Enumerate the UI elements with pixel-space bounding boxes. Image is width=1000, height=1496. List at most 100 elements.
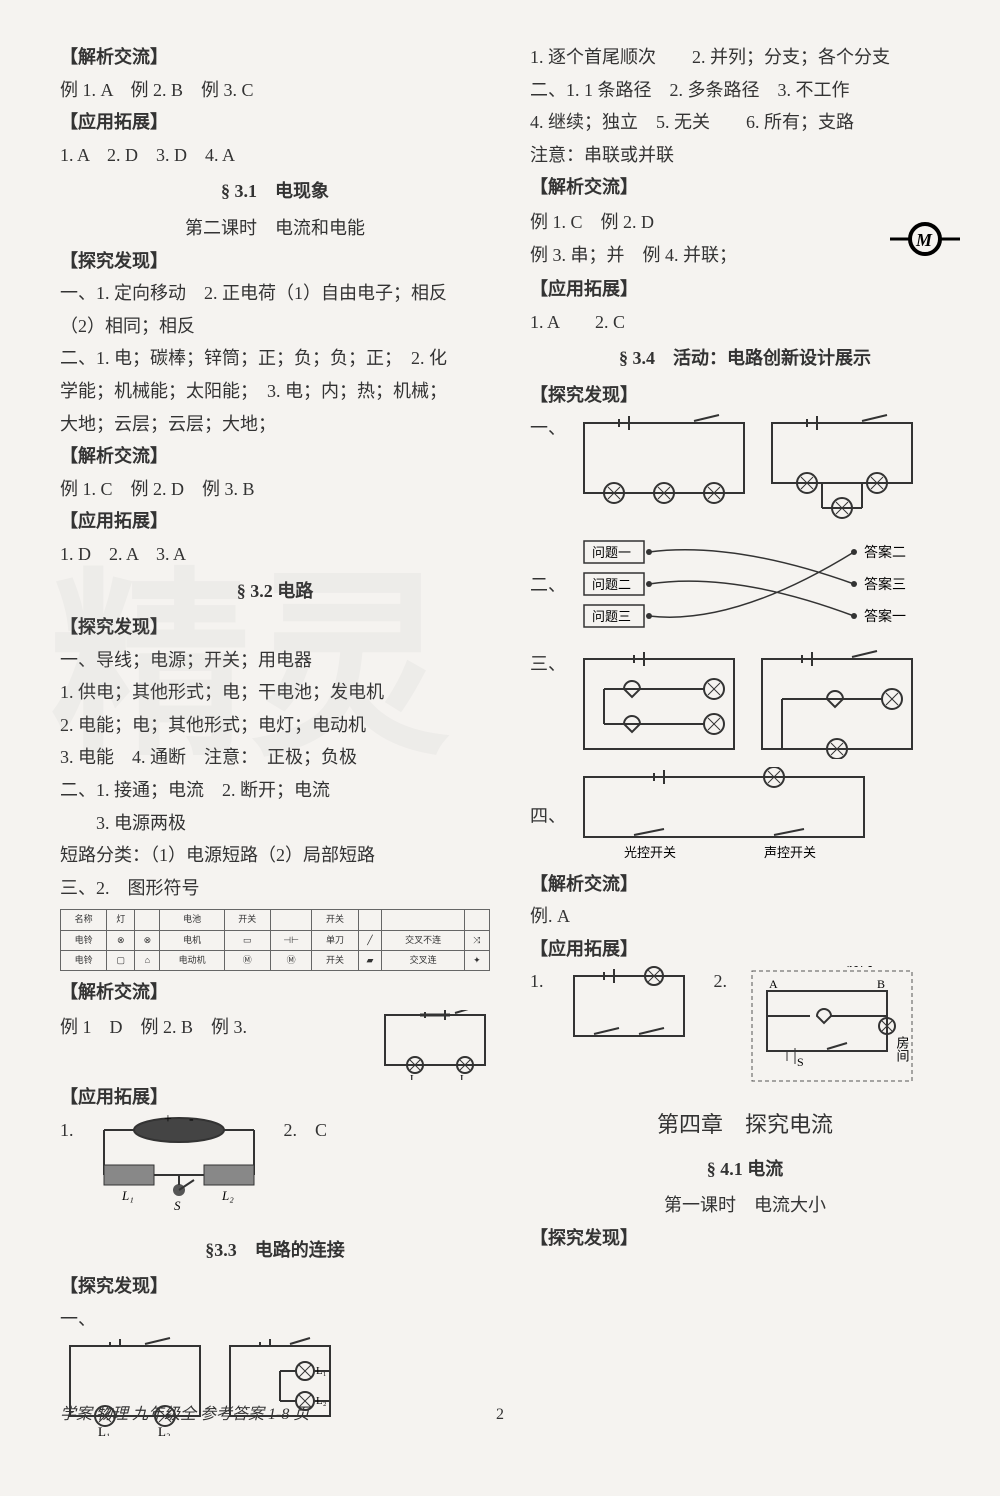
heading-tanjiu-34: 【探究发现】 (530, 380, 960, 411)
svg-text:L₁: L₁ (410, 1073, 421, 1080)
circuit-panel3a-icon (574, 649, 744, 759)
circuit-panel1a-icon (574, 413, 754, 513)
svg-text:M: M (915, 230, 933, 250)
svg-text:-: - (189, 1115, 194, 1127)
svg-text:L₂: L₂ (460, 1073, 471, 1080)
s32-l3: 2. 电能；电；其他形式；电灯；电动机 (60, 710, 490, 741)
heading-app-31: 【应用拓展】 (60, 506, 490, 537)
r-l4: 注意：串联或并联 (530, 140, 960, 171)
panel-three-label: 三、 (530, 649, 566, 680)
r-l1: 1. 逐个首尾顺次 2. 并列；分支；各个分支 (530, 42, 960, 73)
section-3-3-title: §3.3 电路的连接 (60, 1235, 490, 1266)
svg-text:房门: 房门 (847, 966, 873, 969)
svg-text:问题二: 问题二 (592, 577, 631, 592)
heading-tanjiu-33: 【探究发现】 (60, 1271, 490, 1302)
table-row: 电铃⊗⊗电机▭⊣⊢单刀╱交叉不连⤨ (61, 930, 490, 950)
panel-two-label: 二、 (530, 570, 566, 601)
r-ex1: 例 1. C 例 2. D (530, 207, 880, 238)
svg-text:光控开关: 光控开关 (624, 845, 676, 860)
s33-l1: 一、 (60, 1304, 490, 1335)
svg-text:声控开关: 声控开关 (764, 845, 816, 860)
heading-tanjiu-31: 【探究发现】 (60, 246, 490, 277)
panel-one-label: 一、 (530, 413, 566, 444)
s31-ex: 例 1. C 例 2. D 例 3. B (60, 474, 490, 505)
heading-jiexi-32: 【解析交流】 (60, 977, 490, 1008)
circuit-ex3-icon: L₁ L₂ (380, 1010, 490, 1080)
svg-text:L₁: L₁ (121, 1188, 134, 1203)
app-1: 1. A 2. D 3. D 4. A (60, 140, 490, 171)
heading-tanjiu-32: 【探究发现】 (60, 612, 490, 643)
heading-tanjiu-41: 【探究发现】 (530, 1223, 960, 1254)
svg-text:A: A (769, 977, 778, 991)
svg-text:答案二: 答案二 (864, 544, 906, 561)
circuit-panel4-icon: 光控开关 声控开关 (574, 767, 874, 867)
page-footer: 学案 物理 九年级全 参考答案 1-8 页 (60, 1401, 309, 1428)
s31-l2: （2）相同；相反 (60, 311, 490, 342)
r-l2: 二、1. 1 条路径 2. 多条路径 3. 不工作 (530, 75, 960, 106)
heading-app-r2: 【应用拓展】 (530, 934, 960, 965)
s32-l4: 3. 电能 4. 通断 注意： 正极；负极 (60, 742, 490, 773)
circuit-app2-1-icon (564, 966, 694, 1056)
heading-app-r1: 【应用拓展】 (530, 274, 960, 305)
section-4-1-title: § 4.1 电流 (530, 1154, 960, 1185)
svg-text:房间: 房间 (895, 1036, 910, 1063)
svg-text:L₂: L₂ (316, 1395, 327, 1407)
examples-1: 例 1. A 例 2. B 例 3. C (60, 75, 490, 106)
circuit-app2-2-icon: 房门 房间 A B S (747, 966, 917, 1086)
svg-text:L₁: L₁ (316, 1365, 327, 1377)
r-app2-2-label: 2. (714, 966, 728, 997)
r-ex2: 例 3. 串；并 例 4. 并联； (530, 240, 880, 271)
s32-l8: 三、2. 图形符号 (60, 873, 490, 904)
s31-app: 1. D 2. A 3. A (60, 539, 490, 570)
s32-l6: 3. 电源两极 (60, 808, 490, 839)
circuit-panel3b-icon (752, 649, 922, 759)
s31-l1: 一、1. 定向移动 2. 正电荷（1）自由电子；相反 (60, 278, 490, 309)
s31-l5: 大地；云层；云层；大地； (60, 409, 490, 440)
heading-app-32: 【应用拓展】 (60, 1082, 490, 1113)
section-3-1-sub: 第二课时 电流和电能 (60, 213, 490, 244)
s32-ex: 例 1 D 例 2. B 例 3. (60, 1012, 370, 1043)
circuit-panel1b-icon (762, 413, 922, 523)
s32-l7: 短路分类：（1）电源短路（2）局部短路 (60, 840, 490, 871)
svg-text:答案三: 答案三 (864, 576, 906, 593)
svg-text:问题一: 问题一 (592, 545, 631, 560)
app-1-label: 1. (60, 1115, 74, 1146)
s32-l5: 二、1. 接通；电流 2. 断开；电流 (60, 775, 490, 806)
r-l3: 4. 继续；独立 5. 无关 6. 所有；支路 (530, 107, 960, 138)
r-ex3: 例. A (530, 901, 960, 932)
app-2-label: 2. C (284, 1115, 328, 1146)
heading-jiexi-31: 【解析交流】 (60, 441, 490, 472)
r-app2-1-label: 1. (530, 966, 544, 997)
panel-four-label: 四、 (530, 801, 566, 832)
symbol-table: 名称灯电池开关开关 电铃⊗⊗电机▭⊣⊢单刀╱交叉不连⤨ 电铃▢⌂电动机ⓂⓂ开关▰… (60, 909, 490, 971)
svg-text:问题三: 问题三 (592, 609, 631, 624)
section-3-1-title: § 3.1 电现象 (60, 176, 490, 207)
page-number: 2 (496, 1401, 504, 1428)
chapter-4-title: 第四章 探究电流 (530, 1106, 960, 1143)
right-column: 1. 逐个首尾顺次 2. 并列；分支；各个分支 二、1. 1 条路径 2. 多条… (530, 40, 960, 1436)
heading-jiexi-r2: 【解析交流】 (530, 869, 960, 900)
section-3-2-title: § 3.2 电路 (60, 576, 490, 607)
heading-app: 【应用拓展】 (60, 107, 490, 138)
matching-panel-icon: 问题一 问题二 问题三 答案二 答案三 答案一 (574, 531, 934, 641)
s31-l3: 二、1. 电；碳棒；锌筒；正；负；负；正； 2. 化 (60, 343, 490, 374)
circuit-app1-icon: + - L₁ L₂ S (94, 1115, 264, 1215)
table-row: 名称灯电池开关开关 (61, 910, 490, 930)
heading-jiexi-r1: 【解析交流】 (530, 172, 960, 203)
left-column: 【解析交流】 例 1. A 例 2. B 例 3. C 【应用拓展】 1. A … (60, 40, 490, 1436)
svg-text:B: B (877, 977, 885, 991)
s32-l2: 1. 供电；其他形式；电；干电池；发电机 (60, 677, 490, 708)
page-columns: 【解析交流】 例 1. A 例 2. B 例 3. C 【应用拓展】 1. A … (0, 0, 1000, 1496)
r-app: 1. A 2. C (530, 307, 960, 338)
svg-text:L₂: L₂ (221, 1188, 234, 1203)
table-row: 电铃▢⌂电动机ⓂⓂ开关▰交叉连✦ (61, 951, 490, 971)
s32-l1: 一、导线；电源；开关；用电器 (60, 645, 490, 676)
section-4-1-sub: 第一课时 电流大小 (530, 1190, 960, 1221)
heading-jiexi: 【解析交流】 (60, 42, 490, 73)
svg-text:S: S (174, 1198, 181, 1213)
section-3-4-title: § 3.4 活动：电路创新设计展示 (530, 343, 960, 374)
s31-l4: 学能；机械能；太阳能； 3. 电；内；热；机械； (60, 376, 490, 407)
svg-text:+: + (164, 1115, 172, 1127)
svg-text:答案一: 答案一 (864, 608, 906, 625)
ammeter-icon: M (890, 219, 960, 259)
